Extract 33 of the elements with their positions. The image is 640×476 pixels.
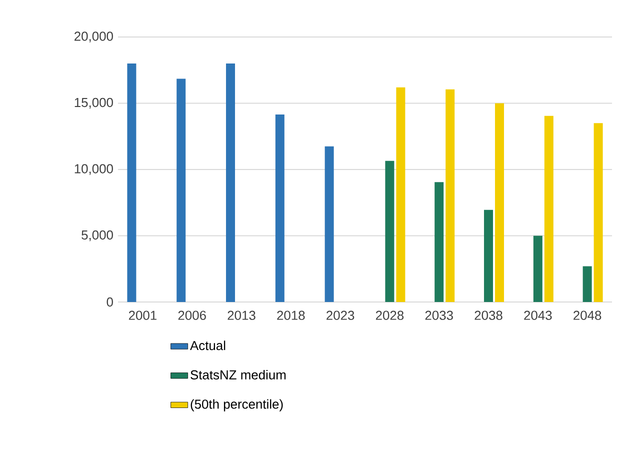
legend-label: Actual [190,340,226,350]
bar [446,89,455,302]
y-tick-label: 10,000 [74,164,113,175]
legend-label: (50th percentile) [190,399,283,412]
x-tick-label: 2001 [128,310,156,320]
bar [434,182,444,302]
bar [533,236,542,302]
bar [494,103,504,302]
y-tick-label: 0 [106,297,113,307]
y-tick-label: 5,000 [82,230,113,242]
bar [127,64,136,302]
bar [176,78,186,302]
bar [275,114,284,302]
bar [324,146,334,302]
bar [484,210,494,302]
x-tick-label: 2038 [474,310,502,320]
bar [594,123,603,302]
y-tick-label: 15,000 [74,98,113,109]
x-tick-label: 2023 [326,310,354,320]
x-tick-label: 2048 [574,310,602,320]
x-tick-label: 2043 [524,310,552,320]
bar [544,116,554,302]
bar [582,266,592,302]
x-tick-label: 2013 [228,310,256,320]
bar [396,87,406,302]
x-tick-label: 2006 [178,310,206,320]
x-tick-label: 2033 [425,310,453,320]
x-tick-label: 2028 [376,310,404,320]
bar [385,160,394,302]
bar [226,64,236,302]
y-tick-label: 20,000 [74,32,113,42]
x-tick-label: 2018 [277,310,305,320]
legend-label: StatsNZ medium [190,370,286,380]
